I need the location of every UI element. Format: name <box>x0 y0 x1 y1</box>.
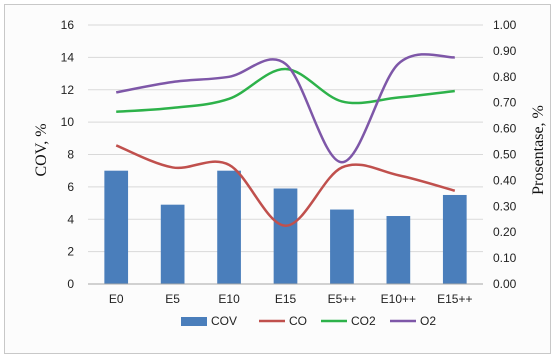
y-right-tick-label: 0.80 <box>493 70 517 84</box>
bar-cov <box>160 204 185 284</box>
y-right-tick-label: 0.10 <box>493 251 517 265</box>
y-left-tick-label: 2 <box>67 245 74 259</box>
bar-cov <box>217 170 241 284</box>
chart-frame <box>4 4 551 354</box>
bar-cov <box>104 170 129 284</box>
legend-swatch-cov <box>181 317 207 326</box>
line-o2 <box>115 53 455 164</box>
x-tick-label: E10 <box>218 292 240 306</box>
y-right-tick-label: 0.30 <box>493 199 517 213</box>
y-left-tick-label: 6 <box>67 180 74 194</box>
y-right-tick-label: 0.60 <box>493 122 517 136</box>
x-tick-label: E15 <box>275 292 297 306</box>
legend-label-co2: CO2 <box>351 314 376 328</box>
line-co2 <box>116 67 455 114</box>
y-left-tick-label: 0 <box>67 277 74 291</box>
bar-cov <box>442 194 467 284</box>
x-tick-label: E0 <box>109 292 124 306</box>
legend-label-o2: O2 <box>420 314 436 328</box>
x-axis-ticks: E0 E5 E10 E15 E5++ E10++ E15++ <box>109 292 473 306</box>
y-left-tick-label: 14 <box>61 50 75 64</box>
legend: COV CO CO2 O2 <box>181 314 436 328</box>
y-left-tick-label: 8 <box>67 148 74 162</box>
y-right-tick-label: 0.70 <box>493 96 517 110</box>
left-axis-ticks: 0 2 4 6 8 10 12 14 16 <box>61 18 75 291</box>
legend-label-cov: COV <box>211 314 237 328</box>
bar-cov <box>386 216 411 284</box>
x-tick-label: E10++ <box>381 292 416 306</box>
y-left-tick-label: 10 <box>61 115 75 129</box>
y-right-tick-label: 0.40 <box>493 173 517 187</box>
y-right-tick-label: 0.00 <box>493 277 517 291</box>
y-left-tick-label: 16 <box>61 18 75 32</box>
y-left-tick-label: 4 <box>67 212 74 226</box>
y-axis-right-title: Prosentase, % <box>530 105 547 195</box>
bar-series <box>104 170 467 284</box>
y-axis-left-title: COV, % <box>33 123 50 176</box>
y-left-tick-label: 12 <box>61 83 75 97</box>
x-tick-label: E5 <box>165 292 180 306</box>
gridlines <box>88 24 483 253</box>
y-right-tick-label: 0.50 <box>493 148 517 162</box>
y-right-tick-label: 0.90 <box>493 44 517 58</box>
line-co <box>115 144 456 227</box>
x-tick-label: E5++ <box>328 292 357 306</box>
bar-cov <box>273 188 298 284</box>
right-axis-ticks: 0.00 0.10 0.20 0.30 0.40 0.50 0.60 0.70 0.80 0.90… <box>493 18 517 291</box>
legend-label-co: CO <box>289 314 307 328</box>
y-right-tick-label: 0.20 <box>493 225 517 239</box>
line-series <box>115 53 456 227</box>
bar-cov <box>330 209 354 284</box>
y-right-tick-label: 1.00 <box>493 18 517 32</box>
x-tick-label: E15++ <box>437 292 472 306</box>
